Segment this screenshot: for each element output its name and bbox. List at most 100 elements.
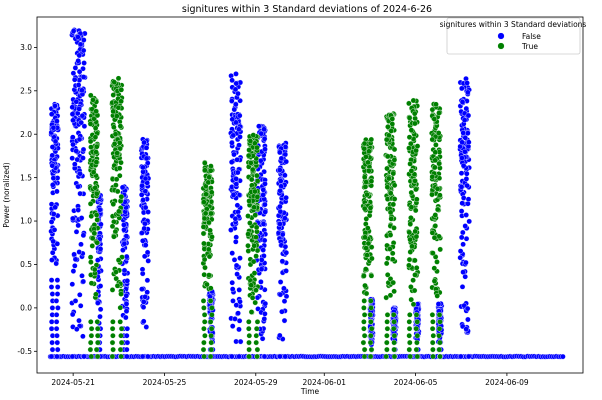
data-point-false — [75, 82, 82, 88]
data-point-true — [436, 312, 443, 318]
data-point-true — [254, 178, 261, 184]
data-point-true — [411, 287, 418, 294]
data-point-false — [234, 156, 240, 163]
data-point-true — [429, 325, 436, 332]
data-point-false — [49, 152, 56, 159]
data-point-false — [258, 279, 264, 285]
data-point-true — [248, 282, 254, 288]
data-point-false — [254, 294, 261, 301]
data-point-false — [77, 41, 84, 48]
data-point-false — [142, 204, 149, 211]
data-point-true — [412, 120, 418, 127]
data-point-true — [430, 250, 436, 256]
data-point-true — [201, 215, 208, 222]
data-point-false — [282, 215, 288, 221]
data-point-true — [431, 278, 438, 284]
data-point-false — [281, 298, 288, 304]
data-point-false — [279, 258, 286, 264]
data-point-true — [367, 205, 374, 211]
data-point-true — [431, 234, 438, 241]
data-point-true — [389, 116, 396, 122]
data-point-true — [406, 262, 412, 269]
data-point-false — [140, 164, 146, 171]
data-point-false — [459, 85, 465, 92]
data-point-false — [277, 178, 284, 184]
data-point-false — [80, 47, 87, 54]
data-point-true — [249, 166, 256, 173]
data-point-false — [48, 284, 55, 290]
data-point-false — [229, 353, 235, 360]
data-point-false — [142, 188, 149, 194]
data-point-false — [73, 148, 79, 154]
data-point-true — [361, 145, 367, 152]
data-point-true — [391, 182, 398, 189]
data-point-true — [412, 207, 419, 214]
data-point-true — [118, 339, 125, 346]
data-point-true — [362, 282, 368, 289]
data-point-true — [366, 168, 372, 174]
data-point-false — [79, 112, 86, 119]
data-point-true — [430, 319, 436, 325]
data-point-false — [97, 283, 104, 289]
data-point-false — [228, 227, 234, 233]
data-point-true — [251, 242, 257, 249]
data-point-true — [391, 288, 397, 295]
data-point-false — [145, 353, 151, 360]
data-point-true — [429, 312, 436, 318]
data-point-true — [437, 192, 443, 198]
data-point-false — [258, 266, 265, 272]
data-point-false — [458, 234, 465, 241]
data-point-false — [464, 80, 470, 86]
data-point-true — [109, 325, 116, 332]
data-point-true — [413, 186, 419, 193]
data-point-true — [407, 353, 413, 360]
data-point-false — [260, 247, 266, 253]
data-point-true — [363, 154, 369, 160]
data-point-false — [229, 279, 235, 286]
data-point-false — [139, 230, 145, 236]
data-point-true — [88, 332, 95, 339]
data-point-false — [277, 203, 283, 210]
data-point-false — [277, 149, 283, 156]
data-point-true — [406, 346, 413, 353]
data-point-false — [279, 231, 286, 238]
data-point-true — [201, 353, 207, 360]
data-point-true — [94, 217, 100, 223]
data-point-true — [246, 319, 252, 325]
data-point-false — [81, 353, 87, 360]
data-point-true — [207, 298, 214, 304]
data-point-true — [207, 227, 213, 234]
data-point-true — [245, 152, 252, 159]
data-point-false — [80, 146, 87, 153]
data-point-false — [140, 197, 146, 203]
data-point-false — [279, 308, 285, 315]
data-point-false — [140, 318, 147, 325]
data-point-false — [143, 155, 150, 162]
data-point-true — [110, 346, 116, 353]
data-point-false — [77, 292, 83, 298]
data-point-false — [123, 314, 129, 321]
data-point-true — [361, 346, 368, 353]
data-point-false — [458, 184, 465, 190]
data-point-false — [54, 332, 60, 339]
data-point-true — [387, 190, 394, 197]
data-point-true — [368, 178, 375, 184]
data-point-false — [54, 118, 60, 124]
data-point-true — [118, 87, 125, 93]
data-point-false — [54, 339, 61, 346]
scatter-points — [47, 27, 566, 360]
data-point-true — [406, 100, 412, 107]
data-point-false — [78, 119, 84, 126]
data-point-true — [383, 353, 389, 360]
data-point-true — [201, 271, 207, 278]
data-point-true — [408, 168, 415, 174]
data-point-false — [458, 353, 464, 360]
data-point-false — [235, 90, 241, 97]
data-point-false — [76, 52, 83, 59]
data-point-false — [233, 71, 239, 77]
data-point-false — [49, 257, 55, 263]
data-point-false — [50, 182, 56, 188]
data-point-true — [247, 138, 254, 144]
data-point-true — [245, 248, 252, 254]
data-point-true — [246, 147, 252, 153]
